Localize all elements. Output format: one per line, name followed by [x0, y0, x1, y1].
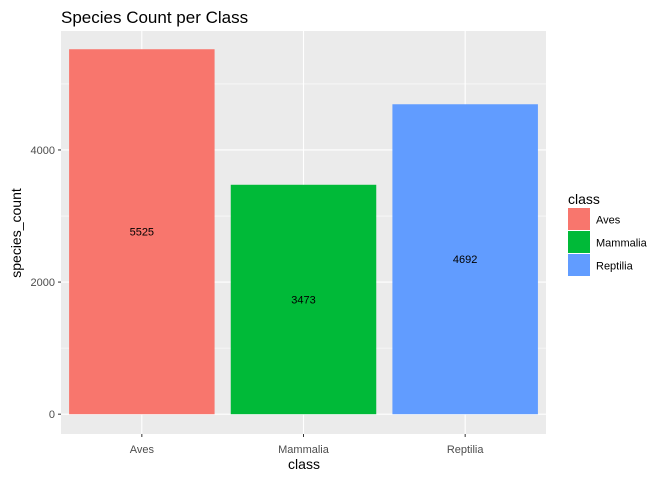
legend: class Aves Mammalia Reptilia — [568, 191, 648, 276]
data-label: 4692 — [453, 254, 477, 266]
data-label: 5525 — [130, 227, 154, 239]
legend-key — [568, 208, 590, 230]
data-label: 3473 — [291, 294, 315, 306]
legend-title: class — [568, 191, 600, 207]
x-tick-label: Mammalia — [278, 444, 330, 456]
legend-label: Reptilia — [596, 261, 634, 273]
chart-title: Species Count per Class — [61, 8, 248, 27]
x-axis-title: class — [288, 456, 320, 472]
y-axis-title: species_count — [8, 188, 24, 278]
x-tick-label: Reptilia — [447, 444, 485, 456]
bar-mammalia — [230, 184, 377, 415]
legend-label: Mammalia — [596, 238, 648, 250]
y-tick-label: 0 — [49, 409, 55, 421]
y-axis-ticks: 0 2000 4000 — [31, 145, 61, 421]
data-labels: 5525 3473 4692 — [130, 227, 478, 307]
legend-key — [568, 254, 590, 276]
legend-key — [568, 231, 590, 253]
bar-reptilia — [392, 104, 538, 415]
x-axis-ticks: Aves Mammalia Reptilia — [130, 434, 485, 456]
y-tick-label: 4000 — [31, 145, 55, 157]
bars — [69, 49, 538, 415]
x-tick-label: Aves — [130, 444, 155, 456]
bar-aves — [69, 49, 215, 415]
y-tick-label: 2000 — [31, 277, 55, 289]
legend-label: Aves — [596, 215, 621, 227]
